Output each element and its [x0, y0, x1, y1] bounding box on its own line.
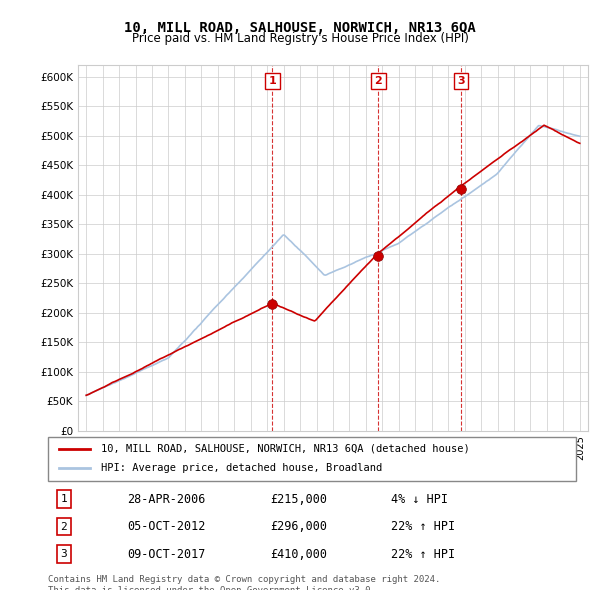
Text: 22% ↑ HPI: 22% ↑ HPI: [391, 548, 455, 560]
Text: 3: 3: [457, 76, 464, 86]
Text: 05-OCT-2012: 05-OCT-2012: [127, 520, 206, 533]
Text: 2: 2: [374, 76, 382, 86]
Text: 3: 3: [61, 549, 67, 559]
Text: £215,000: £215,000: [270, 493, 327, 506]
FancyBboxPatch shape: [48, 437, 576, 481]
Text: 4% ↓ HPI: 4% ↓ HPI: [391, 493, 448, 506]
Text: £296,000: £296,000: [270, 520, 327, 533]
Text: £410,000: £410,000: [270, 548, 327, 560]
Text: 1: 1: [269, 76, 277, 86]
Text: 10, MILL ROAD, SALHOUSE, NORWICH, NR13 6QA (detached house): 10, MILL ROAD, SALHOUSE, NORWICH, NR13 6…: [101, 444, 470, 454]
Text: 09-OCT-2017: 09-OCT-2017: [127, 548, 206, 560]
Text: Contains HM Land Registry data © Crown copyright and database right 2024.
This d: Contains HM Land Registry data © Crown c…: [48, 575, 440, 590]
Text: HPI: Average price, detached house, Broadland: HPI: Average price, detached house, Broa…: [101, 464, 382, 473]
Text: 10, MILL ROAD, SALHOUSE, NORWICH, NR13 6QA: 10, MILL ROAD, SALHOUSE, NORWICH, NR13 6…: [124, 21, 476, 35]
Text: 28-APR-2006: 28-APR-2006: [127, 493, 206, 506]
Text: 1: 1: [61, 494, 67, 504]
Text: 22% ↑ HPI: 22% ↑ HPI: [391, 520, 455, 533]
Text: Price paid vs. HM Land Registry's House Price Index (HPI): Price paid vs. HM Land Registry's House …: [131, 32, 469, 45]
Text: 2: 2: [61, 522, 67, 532]
